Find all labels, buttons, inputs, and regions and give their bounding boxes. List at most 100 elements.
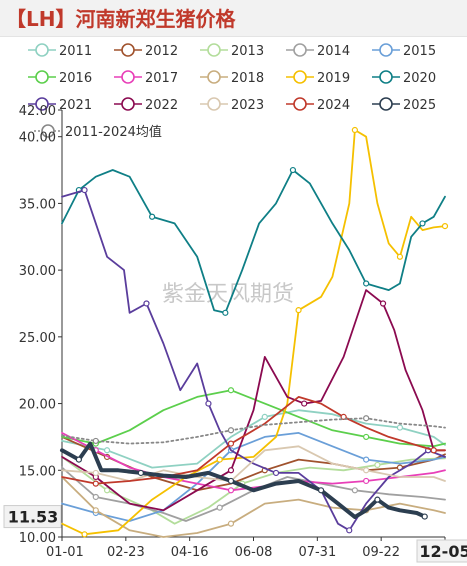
data-point [205,400,212,407]
y-tick-label: 25.00 [19,331,56,346]
legend-item[interactable]: 2011-2024均值 [34,124,162,140]
legend-item[interactable]: 2016 [28,70,92,86]
x-tick-label: 09-22 [362,545,400,560]
series-line[interactable] [61,169,446,314]
data-point [261,413,268,421]
legend-marker [121,43,135,57]
data-point [92,469,99,477]
legend-item[interactable]: 2021 [28,97,92,113]
data-point [396,253,404,260]
x-tick-label: 07-31 [298,545,336,560]
data-point [272,469,280,477]
data-point [340,413,347,421]
data-point [295,307,302,314]
legend-label: 2013 [231,44,264,59]
data-point [346,527,353,534]
series-line[interactable] [60,441,427,519]
legend-label: 2015 [403,44,436,59]
data-point [92,493,99,501]
data-point [81,531,88,538]
data-point [363,280,370,287]
legend-item[interactable]: 2019 [286,70,350,86]
data-point [374,496,381,503]
data-point [222,309,229,316]
data-point [363,415,370,422]
data-point [363,433,370,441]
legend-label: 2019 [317,71,350,86]
legend-item[interactable]: 2020 [372,70,436,86]
legend-item[interactable]: 2012 [114,43,178,59]
legend-marker [121,70,135,84]
legend-marker [379,70,393,84]
data-point [363,456,370,463]
data-point [92,437,99,445]
data-point [227,440,235,447]
legend-marker [379,43,393,57]
legend-label: 2011-2024均值 [65,124,162,140]
series-line[interactable] [61,476,446,538]
data-point [216,504,223,511]
last-date-badge [416,539,467,563]
legend-label: 2014 [317,44,350,59]
legend-item[interactable]: 2018 [200,70,264,86]
x-tick-label: 06-08 [235,545,273,560]
y-tick-label: 35.00 [19,197,56,212]
legend-item[interactable]: 2024 [286,97,350,113]
legend-label: 2011 [59,44,92,59]
legend-item[interactable]: 2013 [200,43,264,59]
legend-marker [35,70,49,84]
series-line[interactable] [61,129,446,536]
legend-marker [41,124,55,138]
data-point [103,487,111,494]
data-point [149,213,156,220]
last-value-badge [3,505,62,529]
data-point [396,424,404,431]
series-line[interactable] [61,389,446,448]
data-point [441,222,449,230]
legend-label: 2016 [59,71,92,86]
data-point [81,186,88,194]
y-tick-label: 42.00 [19,104,56,119]
data-point [317,487,325,494]
y-tick-label: 20.00 [19,398,56,413]
legend-label: 2021 [59,98,92,113]
legend-item[interactable]: 2022 [114,97,178,113]
y-tick-label: 10.00 [19,531,56,546]
data-point [216,456,223,463]
series-group [60,126,449,538]
legend-label: 2017 [145,71,178,86]
title-bar: 【LH】河南新郑生猪价格 [0,0,467,37]
last-value-label: 11.53 [8,508,59,527]
data-point [137,469,144,477]
y-tick-label: 40.00 [19,131,56,146]
data-point [103,447,111,454]
legend-item[interactable]: 2015 [372,43,436,59]
legend-label: 2018 [231,71,264,86]
legend-marker [293,70,307,84]
axes: 10.00 15.00 20.00 25.00 30.00 35.00 40.00 42.00… [19,104,446,560]
data-point [143,300,150,307]
series-line[interactable] [61,189,446,532]
data-point [227,477,235,485]
legend-marker [207,70,221,84]
data-point [227,520,235,527]
legend-item[interactable]: 2014 [286,43,350,59]
data-point [227,467,235,474]
chart-title: 【LH】河南新郑生猪价格 [6,7,236,31]
data-point [351,487,358,494]
series-line[interactable] [61,395,446,485]
legend-item[interactable]: 2011 [28,43,92,59]
legend-item[interactable]: 2017 [114,70,178,86]
legend-marker [293,97,307,111]
data-point [351,126,358,134]
legend-item[interactable]: 2023 [200,97,264,113]
data-point [301,400,308,407]
legend-marker [379,97,393,111]
data-point [363,467,370,474]
series-line[interactable] [61,409,446,469]
legend-item[interactable]: 2025 [372,97,436,113]
x-tick-label: 01-01 [46,545,84,560]
series-line[interactable] [61,417,446,445]
last-date-label: 12-05 [419,542,467,561]
